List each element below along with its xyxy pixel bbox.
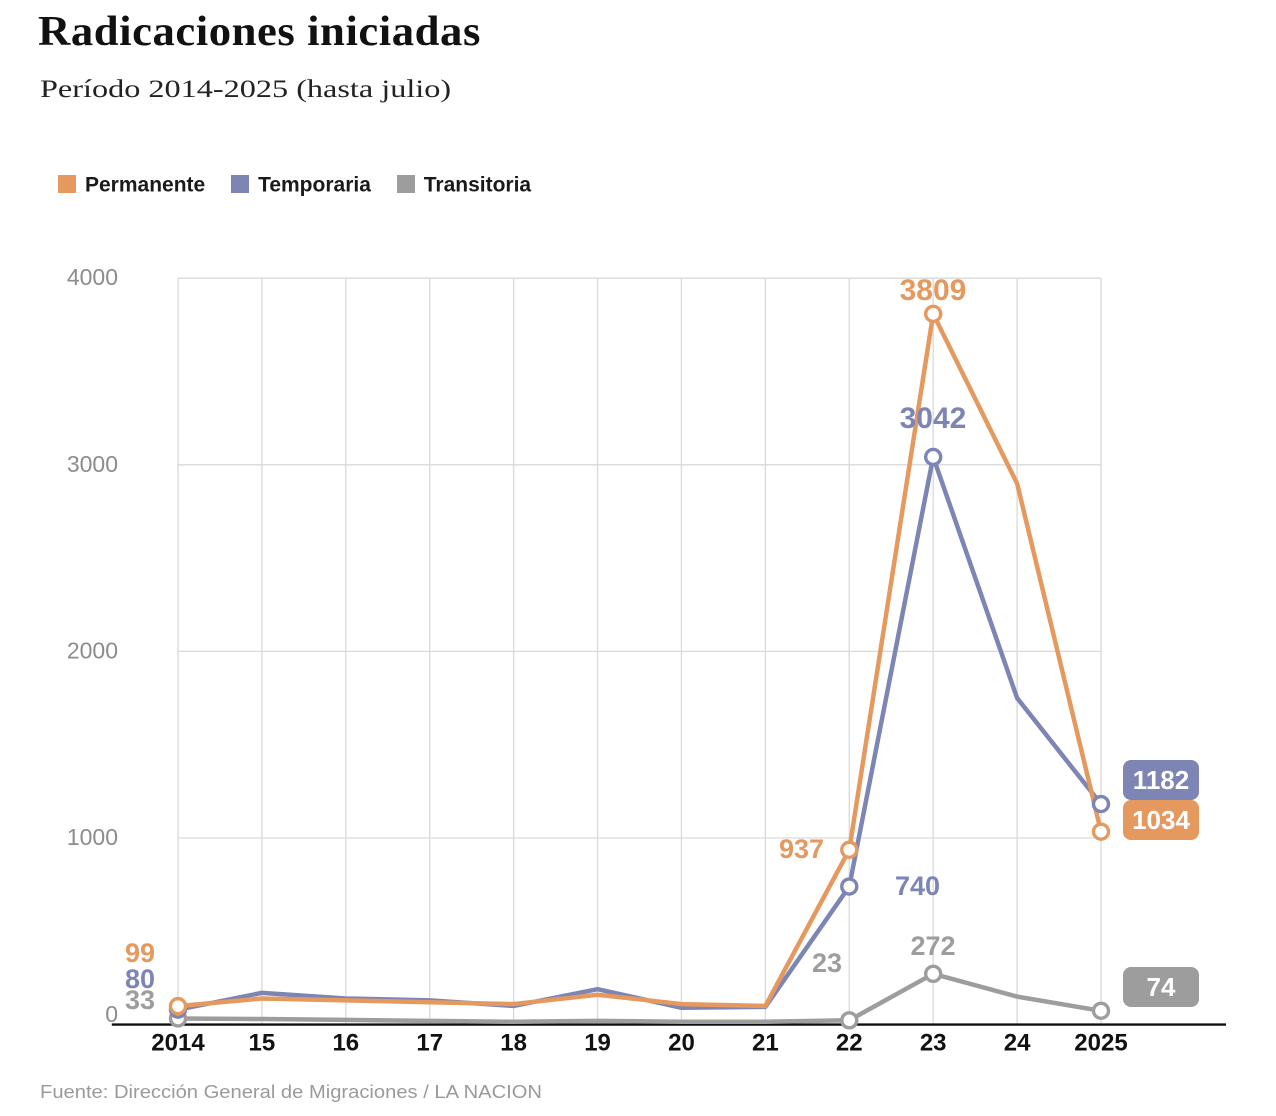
svg-text:4000: 4000 (67, 264, 118, 290)
svg-text:24: 24 (1004, 1030, 1031, 1057)
svg-text:18: 18 (500, 1030, 527, 1057)
svg-text:17: 17 (416, 1030, 443, 1057)
svg-text:3042: 3042 (900, 402, 967, 435)
svg-text:740: 740 (895, 871, 940, 901)
svg-text:272: 272 (910, 931, 955, 961)
svg-text:937: 937 (779, 834, 824, 864)
svg-text:3000: 3000 (67, 451, 118, 477)
svg-text:20: 20 (668, 1030, 695, 1057)
svg-text:23: 23 (812, 948, 842, 978)
svg-text:22: 22 (836, 1030, 863, 1057)
svg-text:2014: 2014 (151, 1030, 205, 1057)
svg-text:3809: 3809 (900, 274, 967, 307)
svg-text:15: 15 (249, 1030, 276, 1057)
svg-text:21: 21 (752, 1030, 779, 1057)
svg-text:1000: 1000 (67, 824, 118, 850)
svg-text:33: 33 (125, 985, 155, 1015)
svg-text:2000: 2000 (67, 637, 118, 663)
svg-text:16: 16 (332, 1030, 359, 1057)
svg-text:2025: 2025 (1074, 1030, 1127, 1057)
svg-text:0: 0 (105, 1001, 118, 1027)
svg-text:19: 19 (584, 1030, 611, 1057)
svg-text:23: 23 (920, 1030, 947, 1057)
